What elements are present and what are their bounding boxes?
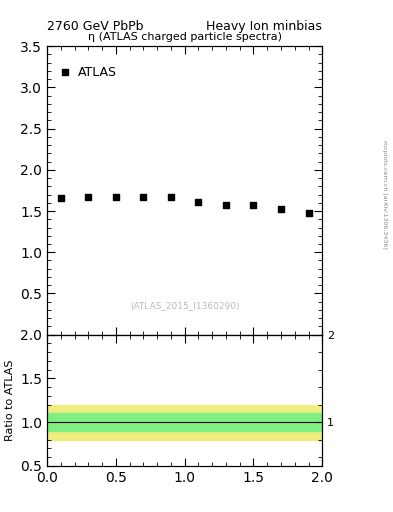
Point [223,201,229,209]
Text: 2760 GeV PbPb: 2760 GeV PbPb [47,20,144,33]
Point [85,193,92,201]
Point [195,198,202,206]
Y-axis label: Ratio to ATLAS: Ratio to ATLAS [5,359,15,441]
Text: η (ATLAS charged particle spectra): η (ATLAS charged particle spectra) [88,32,282,42]
Point [168,193,174,201]
Point [250,201,257,209]
Point [113,193,119,201]
Point [62,69,68,77]
Text: mcplots.cern.ch [arXiv:1306.3436]: mcplots.cern.ch [arXiv:1306.3436] [382,140,387,249]
Text: (ATLAS_2015_I1360290): (ATLAS_2015_I1360290) [130,302,239,310]
Text: Heavy Ion minbias: Heavy Ion minbias [206,20,322,33]
Point [58,194,64,202]
Point [278,204,284,212]
Point [305,209,312,218]
Point [140,193,147,201]
Text: ATLAS: ATLAS [77,66,116,79]
